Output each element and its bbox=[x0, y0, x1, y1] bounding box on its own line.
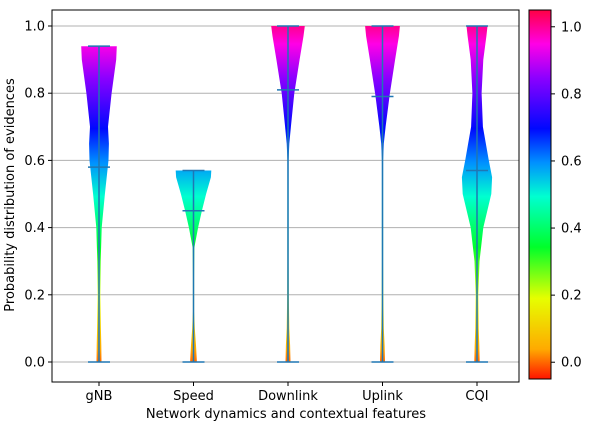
y-tick-label: 0.6 bbox=[24, 154, 45, 169]
colorbar-tick-label: 1.0 bbox=[561, 20, 582, 35]
x-tick-label: Downlink bbox=[258, 389, 318, 404]
y-tick-label: 1.0 bbox=[24, 20, 45, 35]
y-tick-label: 0.8 bbox=[24, 87, 45, 102]
colorbar-tick-label: 0.0 bbox=[561, 356, 582, 371]
x-axis-label: Network dynamics and contextual features bbox=[146, 407, 426, 422]
x-tick-label: Uplink bbox=[362, 389, 403, 404]
colorbar-ticks: 0.0 0.2 0.4 0.6 0.8 1.0 bbox=[551, 20, 582, 371]
y-axis-label: Probability distribution of evidences bbox=[3, 78, 18, 312]
colorbar-tick-label: 0.2 bbox=[561, 289, 582, 304]
x-tick-label: Speed bbox=[173, 389, 214, 404]
y-axis: 0.0 0.2 0.4 0.6 0.8 1.0 bbox=[24, 20, 52, 371]
x-tick-label: gNB bbox=[86, 389, 113, 404]
x-axis: gNB Speed Downlink Uplink CQI bbox=[86, 382, 489, 404]
colorbar-tick-label: 0.6 bbox=[561, 154, 582, 169]
violins bbox=[81, 26, 493, 362]
y-tick-label: 0.4 bbox=[24, 221, 45, 236]
plot-frame bbox=[51, 9, 520, 383]
colorbar-tick-label: 0.4 bbox=[561, 222, 582, 237]
colorbar bbox=[528, 9, 552, 380]
violin-stat-lines bbox=[88, 25, 488, 363]
y-tick-label: 0.0 bbox=[24, 356, 45, 371]
x-tick-label: CQI bbox=[465, 389, 488, 404]
y-tick-label: 0.2 bbox=[24, 288, 45, 303]
colorbar-tick-label: 0.8 bbox=[561, 87, 582, 102]
